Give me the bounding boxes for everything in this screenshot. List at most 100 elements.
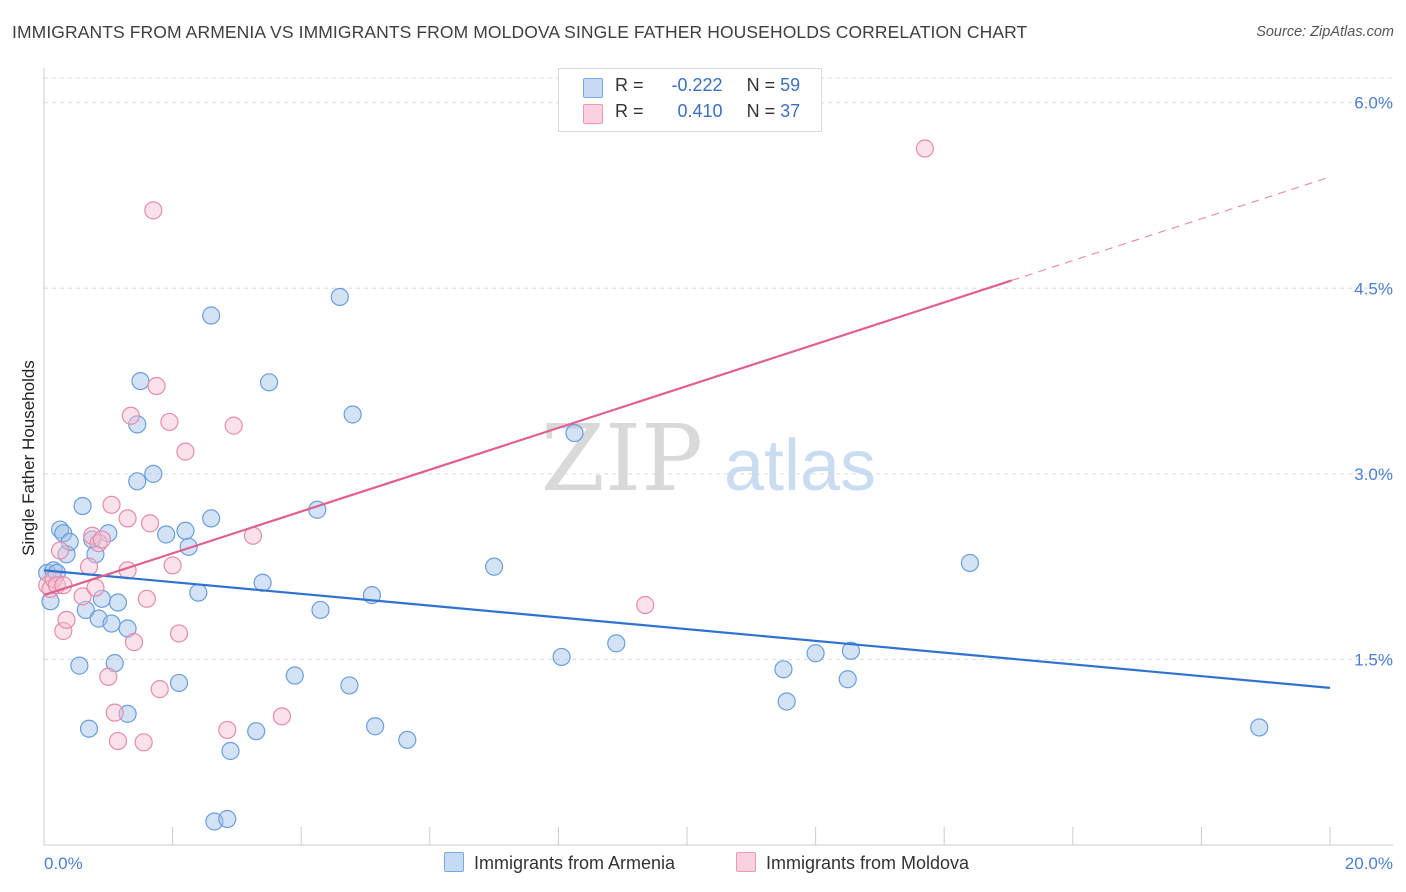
legend-n-label: N = (746, 75, 776, 95)
data-point (128, 472, 147, 491)
data-point (774, 660, 793, 679)
data-point (147, 376, 166, 396)
bottom-legend-label-moldova: Immigrants from Moldova (766, 853, 970, 873)
bottom-legend-armenia: Immigrants from Armenia (444, 852, 675, 874)
bottom-legend-swatch-armenia (444, 852, 464, 872)
data-point (108, 593, 128, 612)
data-point (79, 557, 99, 576)
y-tick-label: 3.0% (1354, 465, 1393, 484)
data-point (202, 509, 221, 528)
data-point (485, 557, 504, 576)
data-point (189, 583, 208, 602)
y-axis-label: Single Father Households (19, 360, 38, 556)
data-point (272, 707, 292, 726)
data-point (73, 587, 92, 606)
legend-swatch-armenia (583, 78, 603, 98)
data-point (607, 634, 626, 653)
trend-line-armenia (43, 569, 1331, 689)
data-point (915, 139, 935, 158)
x-tick-label-max: 20.0% (1345, 854, 1393, 873)
trend-line-extension-moldova (1011, 176, 1331, 282)
data-point (144, 464, 163, 483)
legend-r-value-moldova: 0.410 (677, 101, 723, 121)
data-point (330, 287, 349, 307)
x-tick-label-min: 0.0% (44, 854, 83, 873)
data-point (253, 573, 272, 592)
data-point (131, 371, 150, 391)
data-point (366, 717, 385, 736)
data-point (311, 600, 330, 620)
data-point (259, 373, 279, 392)
data-point (838, 670, 857, 689)
data-point (218, 720, 237, 740)
data-point (124, 633, 144, 652)
data-point (343, 405, 362, 424)
data-point (340, 676, 359, 695)
data-point (285, 666, 304, 685)
watermark-atlas: atlas (724, 426, 876, 506)
data-point (218, 809, 237, 829)
correlation-legend: R = -0.222 N = 59 R = 0.410 N = 37 (558, 68, 822, 132)
data-point (118, 704, 137, 723)
data-point (552, 647, 571, 667)
y-tick-label: 4.5% (1354, 279, 1393, 298)
legend-n-value-moldova: 37 (780, 101, 801, 121)
data-point (636, 595, 655, 615)
legend-swatch-moldova (583, 104, 603, 124)
data-point (1250, 718, 1269, 737)
data-point (134, 733, 153, 752)
data-point (137, 589, 156, 608)
data-point (169, 624, 189, 643)
data-point (99, 667, 118, 686)
y-tick-label: 6.0% (1354, 94, 1393, 113)
data-point (70, 656, 89, 675)
data-point (102, 495, 121, 514)
data-point (841, 641, 861, 660)
bottom-legend-swatch-moldova (736, 852, 756, 872)
data-point (179, 537, 198, 556)
trend-line-moldova (43, 279, 1013, 597)
legend-r-label: R = (615, 101, 644, 121)
data-point (247, 722, 266, 741)
gridlines (44, 77, 1393, 660)
data-point (121, 406, 140, 425)
chart-title: IMMIGRANTS FROM ARMENIA VS IMMIGRANTS FR… (12, 22, 1028, 42)
bottom-legend-moldova: Immigrants from Moldova (736, 852, 969, 874)
data-point (169, 673, 189, 693)
data-point (160, 412, 179, 432)
data-point (140, 514, 160, 533)
watermark-zip: ZIP (541, 405, 703, 512)
data-point (157, 525, 176, 544)
data-point (118, 509, 137, 528)
data-point (83, 526, 102, 545)
series-armenia (38, 287, 1269, 831)
data-point (221, 741, 240, 761)
legend-r-label: R = (615, 75, 644, 95)
data-point (224, 416, 243, 435)
data-point (163, 556, 182, 575)
bottom-legend-label-armenia: Immigrants from Armenia (474, 853, 676, 873)
chart-source: Source: ZipAtlas.com (1256, 24, 1394, 40)
data-point (92, 530, 111, 549)
data-point (86, 578, 105, 597)
data-point (73, 496, 92, 516)
data-point (202, 306, 221, 325)
data-point (176, 442, 195, 461)
data-point (565, 423, 584, 443)
data-point (54, 621, 73, 641)
data-point (398, 730, 417, 749)
data-point (960, 553, 980, 573)
legend-n-value-armenia: 59 (780, 75, 801, 95)
axes (43, 68, 1393, 846)
data-point (50, 541, 70, 560)
data-point (144, 201, 163, 220)
legend-n-label: N = (746, 101, 776, 121)
y-tick-label: 1.5% (1354, 650, 1393, 669)
data-point (76, 600, 95, 620)
data-point (806, 644, 825, 663)
data-point (79, 719, 99, 738)
data-point (102, 614, 121, 633)
data-point (176, 521, 195, 540)
data-point (150, 680, 169, 699)
